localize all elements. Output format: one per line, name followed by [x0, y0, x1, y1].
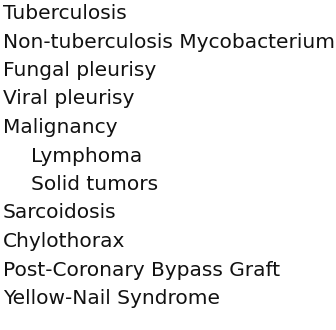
Text: Sarcoidosis: Sarcoidosis: [3, 204, 117, 222]
Text: Viral pleurisy: Viral pleurisy: [3, 89, 134, 109]
Text: Solid tumors: Solid tumors: [31, 175, 158, 194]
Text: Non-tuberculosis Mycobacterium: Non-tuberculosis Mycobacterium: [3, 32, 335, 51]
Text: Chylothorax: Chylothorax: [3, 232, 125, 251]
Text: Post-Coronary Bypass Graft: Post-Coronary Bypass Graft: [3, 260, 280, 280]
Text: Fungal pleurisy: Fungal pleurisy: [3, 61, 156, 80]
Text: Lymphoma: Lymphoma: [31, 147, 142, 166]
Text: Yellow-Nail Syndrome: Yellow-Nail Syndrome: [3, 289, 220, 308]
Text: Tuberculosis: Tuberculosis: [3, 4, 127, 23]
Text: Malignancy: Malignancy: [3, 118, 118, 137]
